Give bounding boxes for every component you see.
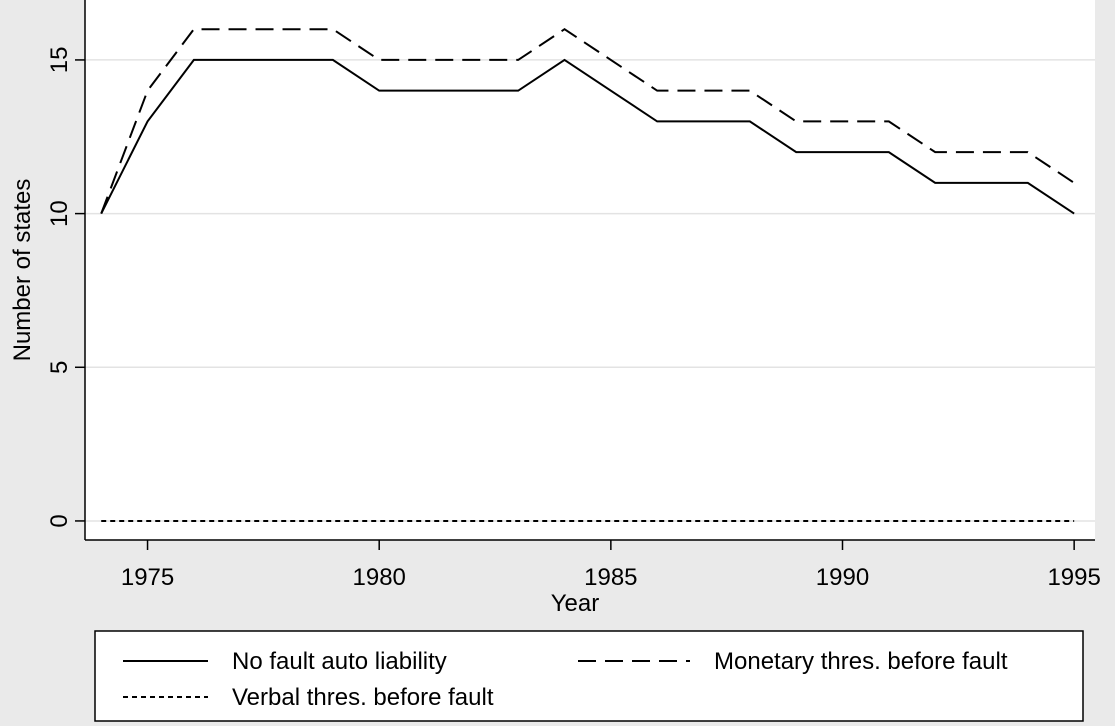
legend-label: Monetary thres. before fault	[714, 648, 1008, 675]
legend-box	[94, 630, 1084, 722]
x-tick-label: 1990	[816, 564, 869, 591]
y-tick-label: 0	[46, 514, 73, 527]
series-line	[100, 27, 1075, 214]
x-axis-label: Year	[551, 590, 600, 617]
y-axis-label: Number of states	[9, 179, 36, 362]
legend-label: Verbal thres. before fault	[232, 684, 494, 711]
y-tick-label: 5	[46, 361, 73, 374]
x-tick-label: 1980	[353, 564, 406, 591]
y-tick-label: 15	[46, 47, 73, 74]
x-tick-label: 1975	[121, 564, 174, 591]
legend-label: No fault auto liability	[232, 648, 447, 675]
series-line	[100, 58, 1075, 215]
y-tick-label: 10	[46, 200, 73, 227]
x-tick-label: 1995	[1047, 564, 1100, 591]
plot-area	[85, 0, 1095, 540]
x-tick-label: 1985	[584, 564, 637, 591]
